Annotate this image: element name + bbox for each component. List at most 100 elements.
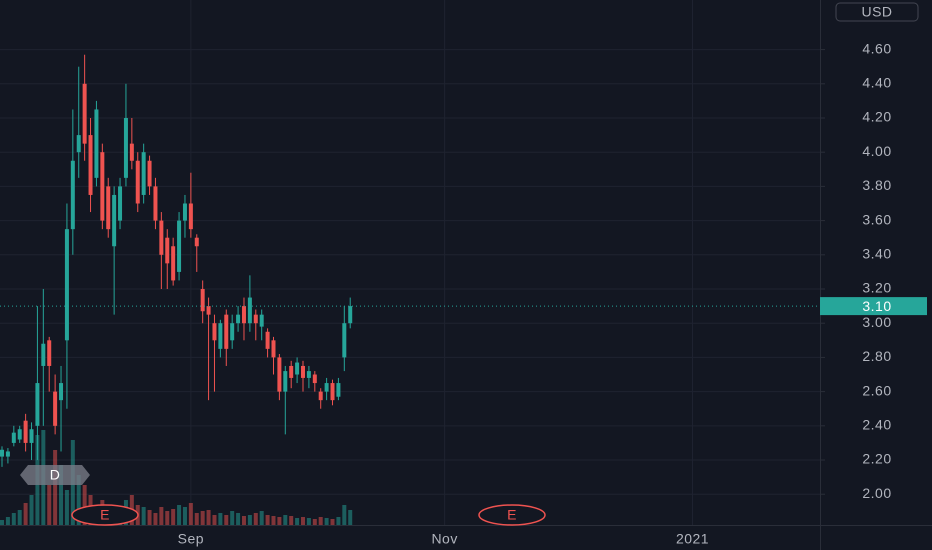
candle-body xyxy=(253,314,258,324)
volume-bar xyxy=(306,518,311,525)
candle-body xyxy=(35,383,40,426)
volume-bar xyxy=(47,485,52,525)
candle-body xyxy=(47,340,52,366)
volume-bar xyxy=(241,516,246,525)
candle-body xyxy=(283,371,288,392)
candle-body xyxy=(106,186,111,230)
candle-body xyxy=(230,323,235,341)
volume-bar xyxy=(194,513,199,525)
volume-bar xyxy=(253,513,258,525)
candle-body xyxy=(306,371,311,378)
y-tick-label: 3.00 xyxy=(862,314,891,330)
candle-body xyxy=(17,429,22,440)
y-tick-label: 3.40 xyxy=(862,246,891,262)
volume-bar xyxy=(336,517,341,525)
volume-bar xyxy=(59,465,64,525)
volume-bar xyxy=(224,515,229,525)
candle-body xyxy=(123,117,128,178)
volume-bar xyxy=(171,509,176,525)
currency[interactable]: USD xyxy=(861,4,892,20)
volume-bar xyxy=(230,511,235,525)
y-tick-label: 4.40 xyxy=(862,74,891,90)
y-tick-label: 4.60 xyxy=(862,40,891,56)
last-price-box xyxy=(820,297,927,316)
candle-body xyxy=(318,391,323,401)
candle-body xyxy=(59,383,64,401)
candle-body xyxy=(224,314,229,349)
currency-box[interactable] xyxy=(835,2,919,22)
candle-body xyxy=(206,306,211,315)
volume-bar xyxy=(295,518,300,525)
candle-body xyxy=(135,160,140,204)
candle-body xyxy=(212,323,217,341)
candle-body xyxy=(177,220,182,272)
volume-bar xyxy=(300,517,305,525)
volume-bar xyxy=(165,511,170,525)
volume-bar xyxy=(29,495,34,525)
candle-body xyxy=(289,365,294,378)
candle-body xyxy=(171,246,176,281)
candle-body xyxy=(277,357,282,392)
y-tick-label: 4.20 xyxy=(862,109,891,125)
x-tick-label: Nov xyxy=(431,531,457,547)
candle-body xyxy=(100,152,105,221)
candle-body xyxy=(165,237,170,264)
candle-body xyxy=(118,186,123,221)
volume-bar xyxy=(200,511,205,525)
volume-bar xyxy=(324,518,329,525)
y-tick-label: 2.20 xyxy=(862,451,891,467)
candle-body xyxy=(241,306,246,324)
y-tick-label: 3.80 xyxy=(862,177,891,193)
y-tick-label: 4.00 xyxy=(862,143,891,159)
earnings-label[interactable]: E xyxy=(100,507,110,523)
last-price-label: 3.10 xyxy=(862,298,891,314)
earnings-badge[interactable] xyxy=(478,504,546,526)
candle-body xyxy=(88,135,93,195)
candle-body xyxy=(70,160,75,230)
volume-bar xyxy=(212,515,217,525)
volume-bar xyxy=(17,510,22,525)
volume-bar xyxy=(318,517,323,525)
candle-body xyxy=(342,323,347,358)
candle-body xyxy=(129,143,134,161)
candle-body xyxy=(336,383,341,397)
volume-bar xyxy=(153,513,158,525)
volume-bar xyxy=(0,520,5,525)
earnings-label[interactable]: E xyxy=(507,507,517,523)
y-tick-label: 2.00 xyxy=(862,485,891,501)
candle-body xyxy=(247,297,252,324)
volume-bar xyxy=(188,503,193,525)
volume-bar xyxy=(283,515,288,525)
volume-bar xyxy=(312,519,317,525)
candle-body xyxy=(200,289,205,312)
candle-body xyxy=(312,374,317,384)
dividend-label: D xyxy=(50,467,61,483)
volume-bar xyxy=(11,513,16,525)
volume-bar xyxy=(141,507,146,525)
candle-body xyxy=(271,340,276,358)
y-tick-label: 3.60 xyxy=(862,211,891,227)
candle-body xyxy=(141,152,146,195)
volume-bar xyxy=(159,507,164,525)
earnings-badge[interactable] xyxy=(71,504,139,526)
volume-bar xyxy=(76,475,81,525)
candle-body xyxy=(295,362,300,375)
volume-bar xyxy=(64,490,69,525)
candle-body xyxy=(153,186,158,221)
candle-body xyxy=(182,203,187,221)
volume-bar xyxy=(289,516,294,525)
volume-bar xyxy=(182,507,187,525)
volume-bar xyxy=(277,517,282,525)
candle-body xyxy=(218,323,223,349)
volume-bar xyxy=(348,510,353,525)
x-tick-label: 2021 xyxy=(676,531,709,547)
candle-body xyxy=(11,432,16,443)
y-tick-label: 2.80 xyxy=(862,348,891,364)
candle-body xyxy=(94,109,99,178)
candle-body xyxy=(324,383,329,392)
volume-bar xyxy=(147,510,152,525)
volume-bar xyxy=(206,510,211,525)
volume-bar xyxy=(271,516,276,525)
candle-body xyxy=(64,229,69,341)
